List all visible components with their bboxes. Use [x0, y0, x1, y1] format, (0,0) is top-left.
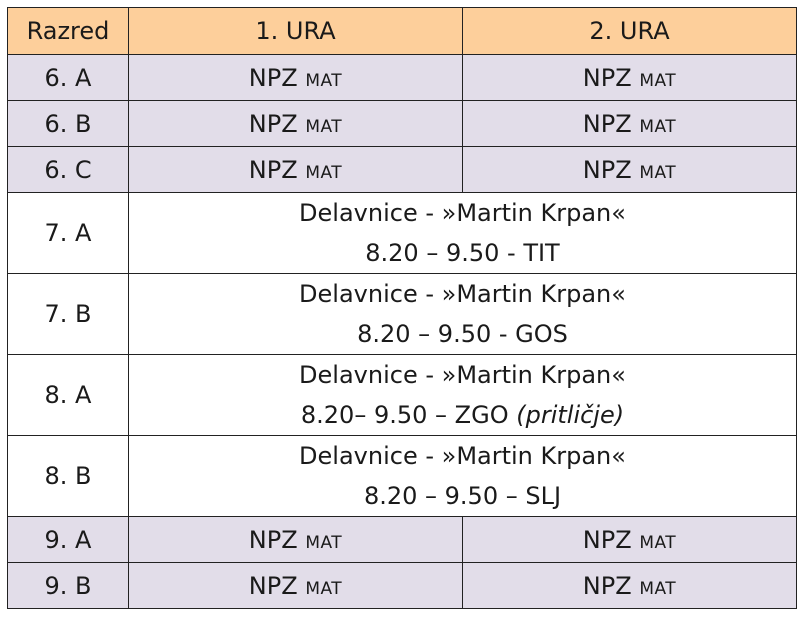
header-class: Razred: [7, 7, 129, 55]
workshop-time: 8.20 – 9.50 - TIT: [129, 233, 796, 273]
hour-1-cell: NPZ MAT: [128, 146, 463, 193]
subject-sublabel: MAT: [305, 162, 343, 183]
header-row: Razred 1. URA 2. URA: [7, 7, 797, 55]
workshop-time: 8.20 – 9.50 – SLJ: [129, 476, 796, 516]
subject-label: NPZ: [248, 63, 298, 92]
class-cell: 6. C: [7, 146, 129, 193]
hour-1-cell: NPZ MAT: [128, 100, 463, 147]
workshop-time-text: 8.20 – 9.50 - TIT: [365, 239, 560, 267]
class-cell: 9. B: [7, 562, 129, 609]
table-row: 9. A NPZ MAT NPZ MAT: [7, 516, 797, 563]
table-row: 7. B Delavnice - »Martin Krpan« 8.20 – 9…: [7, 273, 797, 355]
hour-2-cell: NPZ MAT: [462, 516, 797, 563]
subject-label: NPZ: [582, 63, 632, 92]
table-row: 7. A Delavnice - »Martin Krpan« 8.20 – 9…: [7, 192, 797, 274]
hour-2-cell: NPZ MAT: [462, 146, 797, 193]
subject-label: NPZ: [248, 525, 298, 554]
hour-1-cell: NPZ MAT: [128, 562, 463, 609]
workshop-time-text: 8.20 – 9.50 – SLJ: [363, 482, 562, 510]
subject-label: NPZ: [582, 571, 632, 600]
subject-label: NPZ: [248, 155, 298, 184]
workshop-time-text: 8.20– 9.50 – ZGO: [300, 401, 509, 429]
workshop-cell: Delavnice - »Martin Krpan« 8.20– 9.50 – …: [128, 354, 797, 436]
subject-sublabel: MAT: [305, 116, 343, 137]
subject-sublabel: MAT: [639, 162, 677, 183]
table-row: 8. A Delavnice - »Martin Krpan« 8.20– 9.…: [7, 354, 797, 436]
subject-sublabel: MAT: [305, 70, 343, 91]
schedule-table: Razred 1. URA 2. URA 6. A NPZ MAT NPZ MA…: [7, 7, 797, 609]
class-cell: 8. B: [7, 435, 129, 517]
subject-sublabel: MAT: [305, 532, 343, 553]
workshop-title: Delavnice - »Martin Krpan«: [299, 280, 626, 308]
class-cell: 7. A: [7, 192, 129, 274]
subject-sublabel: MAT: [639, 532, 677, 553]
workshop-location-note: (pritličje): [516, 401, 625, 429]
workshop-title: Delavnice - »Martin Krpan«: [299, 442, 626, 470]
header-hour-1: 1. URA: [128, 7, 463, 55]
table-row: 8. B Delavnice - »Martin Krpan« 8.20 – 9…: [7, 435, 797, 517]
subject-label: NPZ: [582, 525, 632, 554]
hour-1-cell: NPZ MAT: [128, 516, 463, 563]
hour-2-cell: NPZ MAT: [462, 100, 797, 147]
workshop-title: Delavnice - »Martin Krpan«: [299, 199, 626, 227]
workshop-time: 8.20– 9.50 – ZGO (pritličje): [129, 395, 796, 435]
hour-2-cell: NPZ MAT: [462, 562, 797, 609]
class-cell: 7. B: [7, 273, 129, 355]
subject-label: NPZ: [248, 571, 298, 600]
class-cell: 9. A: [7, 516, 129, 563]
hour-1-cell: NPZ MAT: [128, 54, 463, 101]
subject-label: NPZ: [248, 109, 298, 138]
hour-2-cell: NPZ MAT: [462, 54, 797, 101]
workshop-time-text: 8.20 – 9.50 - GOS: [357, 320, 568, 348]
class-cell: 8. A: [7, 354, 129, 436]
subject-label: NPZ: [582, 155, 632, 184]
header-hour-2: 2. URA: [462, 7, 797, 55]
subject-sublabel: MAT: [639, 578, 677, 599]
table-row: 6. B NPZ MAT NPZ MAT: [7, 100, 797, 147]
subject-label: NPZ: [582, 109, 632, 138]
table-row: 9. B NPZ MAT NPZ MAT: [7, 562, 797, 609]
workshop-title: Delavnice - »Martin Krpan«: [299, 361, 626, 389]
subject-sublabel: MAT: [639, 70, 677, 91]
subject-sublabel: MAT: [639, 116, 677, 137]
class-cell: 6. B: [7, 100, 129, 147]
table-row: 6. C NPZ MAT NPZ MAT: [7, 146, 797, 193]
subject-sublabel: MAT: [305, 578, 343, 599]
workshop-cell: Delavnice - »Martin Krpan« 8.20 – 9.50 -…: [128, 192, 797, 274]
workshop-cell: Delavnice - »Martin Krpan« 8.20 – 9.50 –…: [128, 435, 797, 517]
workshop-time: 8.20 – 9.50 - GOS: [129, 314, 796, 354]
class-cell: 6. A: [7, 54, 129, 101]
table-row: 6. A NPZ MAT NPZ MAT: [7, 54, 797, 101]
schedule-wrapper: Razred 1. URA 2. URA 6. A NPZ MAT NPZ MA…: [7, 7, 797, 609]
workshop-cell: Delavnice - »Martin Krpan« 8.20 – 9.50 -…: [128, 273, 797, 355]
